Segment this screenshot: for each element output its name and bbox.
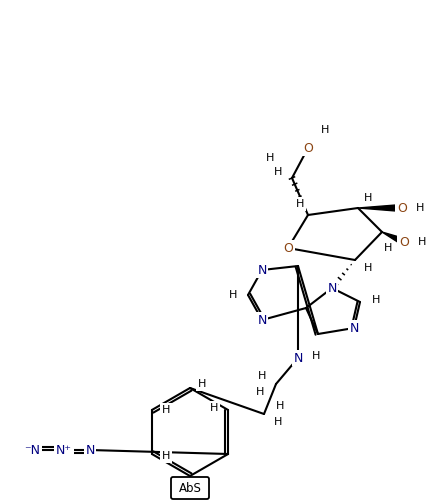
Text: O: O	[303, 141, 313, 154]
Text: N: N	[327, 282, 337, 295]
Text: H: H	[258, 371, 266, 381]
Text: H: H	[416, 203, 424, 213]
FancyBboxPatch shape	[171, 477, 209, 499]
Text: H: H	[372, 295, 380, 305]
Text: H: H	[276, 401, 284, 411]
Text: H: H	[256, 387, 264, 397]
Text: H: H	[274, 167, 282, 177]
Text: H: H	[266, 153, 274, 163]
Text: H: H	[418, 237, 426, 247]
Text: N: N	[257, 264, 267, 277]
Text: H: H	[384, 243, 392, 253]
Text: H: H	[274, 417, 282, 427]
Text: AbS: AbS	[179, 481, 201, 494]
Text: H: H	[229, 290, 237, 300]
Text: N: N	[350, 322, 359, 335]
Text: N: N	[257, 314, 267, 327]
Polygon shape	[382, 232, 406, 245]
Text: O: O	[397, 201, 407, 214]
Text: H: H	[296, 199, 304, 209]
Text: ⁻N: ⁻N	[24, 443, 40, 456]
Text: H: H	[162, 405, 170, 415]
Text: N: N	[85, 443, 95, 456]
Text: H: H	[312, 351, 320, 361]
Text: H: H	[364, 193, 372, 203]
Text: O: O	[399, 235, 409, 248]
Text: N⁺: N⁺	[56, 443, 72, 456]
Text: O: O	[283, 241, 293, 255]
Polygon shape	[358, 204, 402, 211]
Text: H: H	[162, 451, 170, 461]
Text: N: N	[293, 352, 303, 365]
Text: H: H	[364, 263, 372, 273]
Text: H: H	[198, 379, 206, 389]
Text: H: H	[210, 403, 218, 413]
Text: H: H	[321, 125, 329, 135]
